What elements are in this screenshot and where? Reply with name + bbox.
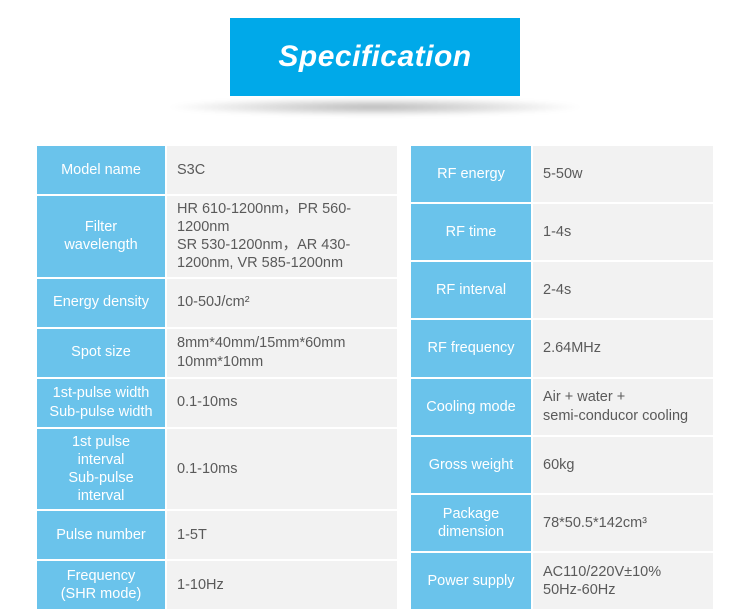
spec-value: HR 610-1200nm，PR 560-1200nmSR 530-1200nm… [167,196,397,277]
spec-table-right: RF energy5-50wRF time1-4sRF interval2-4s… [409,144,715,611]
spec-value: 2-4s [533,262,713,318]
spec-label: Spot size [37,329,165,377]
spec-value: 8mm*40mm/15mm*60mm10mm*10mm [167,329,397,377]
spec-left-body: Model nameS3CFilterwavelengthHR 610-1200… [37,146,397,609]
table-row: 1st pulse intervalSub-pulse interval0.1-… [37,429,397,510]
spec-label: Packagedimension [411,495,531,551]
spec-label: RF energy [411,146,531,202]
spec-value: 60kg [533,437,713,493]
spec-label: Model name [37,146,165,194]
table-row: Energy density10-50J/cm² [37,279,397,327]
title-section: Specification [0,0,750,116]
spec-value: 1-5T [167,511,397,559]
spec-label: RF interval [411,262,531,318]
table-row: RF frequency2.64MHz [411,320,713,376]
spec-label: Frequency(SHR mode) [37,561,165,609]
table-row: Gross weight60kg [411,437,713,493]
table-row: Spot size8mm*40mm/15mm*60mm10mm*10mm [37,329,397,377]
table-row: Power supplyAC110/220V±10%50Hz-60Hz [411,553,713,609]
spec-right-body: RF energy5-50wRF time1-4sRF interval2-4s… [411,146,713,609]
table-row: RF time1-4s [411,204,713,260]
spec-value: 10-50J/cm² [167,279,397,327]
table-row: Pulse number1-5T [37,511,397,559]
spec-label: Energy density [37,279,165,327]
spec-value: 1-10Hz [167,561,397,609]
spec-value: 78*50.5*142cm³ [533,495,713,551]
spec-value: 0.1-10ms [167,429,397,510]
table-row: 1st-pulse widthSub-pulse width0.1-10ms [37,379,397,427]
spec-label: 1st pulse intervalSub-pulse interval [37,429,165,510]
table-row: FilterwavelengthHR 610-1200nm，PR 560-120… [37,196,397,277]
table-row: Frequency(SHR mode)1-10Hz [37,561,397,609]
spec-value: Air + water +semi-conducor cooling [533,379,713,435]
spec-label: Filterwavelength [37,196,165,277]
spec-label: Power supply [411,553,531,609]
table-row: Model nameS3C [37,146,397,194]
spec-value: 1-4s [533,204,713,260]
spec-label: Gross weight [411,437,531,493]
spec-label: Cooling mode [411,379,531,435]
spec-tables: Model nameS3CFilterwavelengthHR 610-1200… [0,116,750,611]
table-row: RF interval2-4s [411,262,713,318]
spec-table-left: Model nameS3CFilterwavelengthHR 610-1200… [35,144,399,611]
spec-label: RF time [411,204,531,260]
spec-label: Pulse number [37,511,165,559]
table-row: Packagedimension78*50.5*142cm³ [411,495,713,551]
spec-value: 0.1-10ms [167,379,397,427]
page-title: Specification [230,18,519,96]
spec-value: 2.64MHz [533,320,713,376]
spec-value: 5-50w [533,146,713,202]
title-shadow [165,98,585,116]
table-row: RF energy5-50w [411,146,713,202]
spec-value: S3C [167,146,397,194]
spec-value: AC110/220V±10%50Hz-60Hz [533,553,713,609]
spec-label: 1st-pulse widthSub-pulse width [37,379,165,427]
spec-label: RF frequency [411,320,531,376]
table-row: Cooling modeAir + water +semi-conducor c… [411,379,713,435]
